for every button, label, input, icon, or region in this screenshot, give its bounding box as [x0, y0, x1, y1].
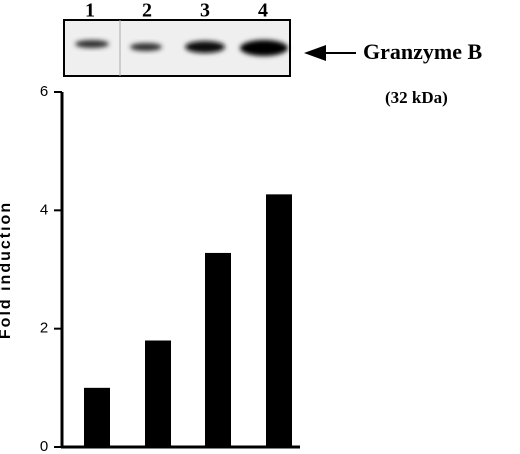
lane-label: 2 — [142, 0, 152, 22]
y-tick-label: 2 — [40, 320, 48, 337]
lane-label: 4 — [258, 0, 268, 22]
y-tick-label: 0 — [40, 438, 48, 454]
annotation: (32 kDa) — [385, 88, 448, 107]
y-axis-label: Fold induction — [0, 201, 14, 339]
annotation: Granzyme B — [363, 39, 482, 64]
bar — [145, 340, 171, 447]
bar — [205, 252, 231, 447]
lane-label: 1 — [85, 0, 95, 22]
bar — [84, 387, 110, 447]
western-blot — [63, 19, 291, 77]
y-tick-label: 6 — [40, 83, 48, 100]
arrow — [304, 45, 356, 61]
y-tick-label: 4 — [40, 201, 48, 218]
lane-label: 3 — [200, 0, 210, 22]
bar — [266, 194, 292, 447]
